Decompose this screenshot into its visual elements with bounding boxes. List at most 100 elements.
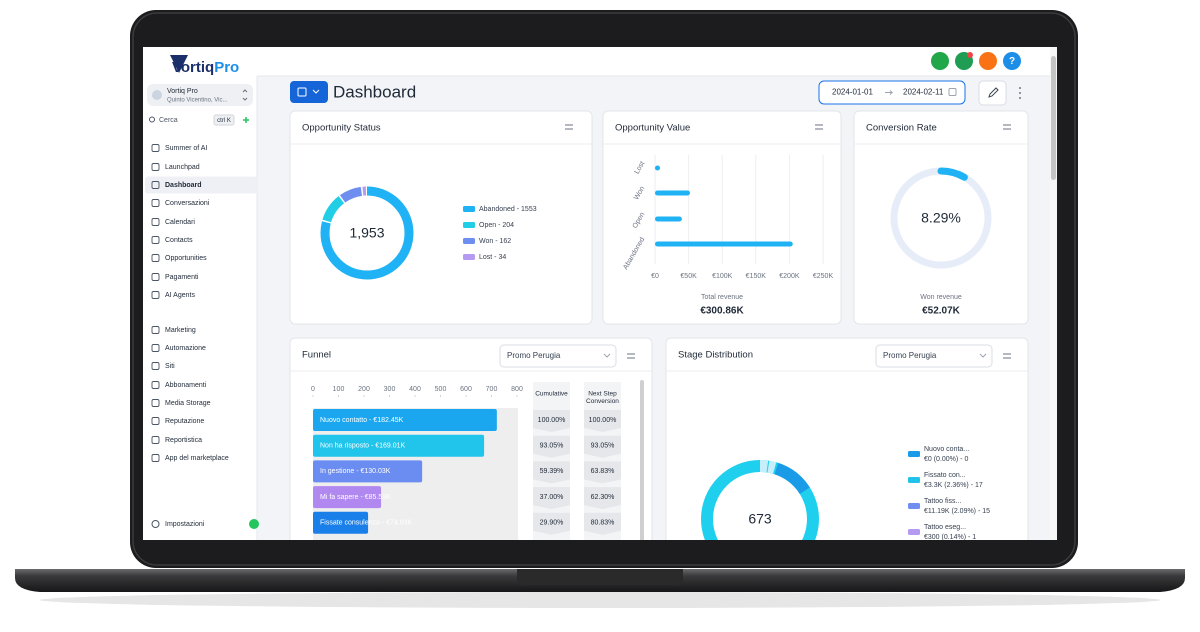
legend-swatch xyxy=(463,254,475,260)
cumulative-cell: 100.00% xyxy=(538,417,566,424)
x-tick-label: 100 xyxy=(333,386,345,393)
cell-bg xyxy=(533,435,570,458)
card-title: Opportunity Value xyxy=(615,123,690,134)
x-tick-label: €150K xyxy=(746,273,767,280)
nav-icon xyxy=(151,181,160,189)
funnel-bar-label: Nuovo contatto - €182.45K xyxy=(320,417,404,424)
more-dot xyxy=(1019,87,1021,89)
legend-label: Abandoned - 1553 xyxy=(479,206,537,213)
nav-item[interactable]: Marketing xyxy=(165,327,196,334)
legend-swatch xyxy=(463,206,475,212)
donut-segment xyxy=(320,186,414,280)
dropdown[interactable] xyxy=(875,344,993,368)
bell-button[interactable] xyxy=(979,52,997,70)
cell-bg xyxy=(533,461,570,484)
next-step-cell: 93.05% xyxy=(591,443,615,450)
cell-bg xyxy=(533,512,570,535)
account-location: Quinto Vicentino, Vic... xyxy=(167,98,228,104)
nav-item[interactable]: Reportistica xyxy=(165,437,202,444)
filter-icon[interactable] xyxy=(565,124,573,130)
footer-label: Total revenue xyxy=(701,294,743,301)
nav-item[interactable]: Dashboard xyxy=(165,182,202,189)
legend-label: Open - 204 xyxy=(479,222,514,229)
column-header: Next Step xyxy=(588,391,617,398)
chevron xyxy=(603,353,611,358)
nav-item[interactable]: Calendari xyxy=(165,219,195,226)
cell-bg xyxy=(584,512,621,535)
nav-item[interactable]: App del marketplace xyxy=(165,455,229,462)
sidebar xyxy=(143,47,257,540)
funnel-bar-label: In gestione - €130.03K xyxy=(320,468,391,475)
next-step-cell: 80.83% xyxy=(591,520,615,527)
shortcut-badge xyxy=(213,114,235,126)
quick-add[interactable] xyxy=(243,117,249,123)
filter-icon[interactable] xyxy=(1003,353,1011,359)
search-shortcut: ctrl K xyxy=(217,118,231,124)
card-title: Funnel xyxy=(302,350,331,361)
cumulative-cell: 37.00% xyxy=(540,494,564,501)
legend-detail: €0 (0.00%) - 0 xyxy=(924,456,968,463)
nav-icon xyxy=(151,199,160,207)
logo-mark xyxy=(170,55,188,73)
scrollbar-track xyxy=(1050,47,1057,540)
layout-chevron xyxy=(312,89,320,94)
nav-item[interactable]: Abbonamenti xyxy=(165,382,207,389)
cumulative-cell: 93.05% xyxy=(540,443,564,450)
nav-item[interactable]: Opportunities xyxy=(165,255,207,262)
cell-bg xyxy=(584,410,621,432)
filter-icon[interactable] xyxy=(815,124,823,130)
nav-item[interactable]: Pagamenti xyxy=(165,274,199,281)
filter-icon[interactable] xyxy=(1003,124,1011,130)
cell-bg xyxy=(584,487,621,510)
more-dot xyxy=(1019,92,1021,94)
help-button[interactable] xyxy=(1003,52,1021,70)
nav-icon xyxy=(151,163,160,171)
nav-item[interactable]: Reputazione xyxy=(165,418,204,425)
x-tick-label: 400 xyxy=(409,386,421,393)
phone-button[interactable] xyxy=(931,52,949,70)
ring-label: 8.29% xyxy=(921,210,961,226)
cell-bg xyxy=(533,410,570,432)
column-header: Cumulative xyxy=(535,391,568,398)
nav-icon xyxy=(151,381,160,389)
layout-icon xyxy=(297,87,307,97)
notification-dot xyxy=(967,52,973,58)
nav-item[interactable]: Launchpad xyxy=(165,164,200,171)
nav-item[interactable]: AI Agents xyxy=(165,292,195,299)
nav-icon xyxy=(151,454,160,462)
edit-button[interactable] xyxy=(978,80,1007,106)
dropdown[interactable] xyxy=(499,344,617,368)
funnel-bar-label: Non ha risposto - €169.01K xyxy=(320,443,406,450)
layout-button[interactable] xyxy=(290,81,328,103)
x-tick-label: €100K xyxy=(712,273,733,280)
nav-item[interactable]: Contacts xyxy=(165,237,193,244)
nav-item[interactable]: Summer of AI xyxy=(165,145,207,152)
search-icon xyxy=(149,116,155,123)
funnel-scrollbar[interactable] xyxy=(640,380,644,545)
legend-name: Fissato con... xyxy=(924,472,966,479)
legend-swatch xyxy=(908,451,920,457)
nav-icon xyxy=(151,436,160,444)
cumulative-cell: 59.39% xyxy=(540,468,564,475)
collapse-button[interactable] xyxy=(249,519,259,529)
donut-total: 673 xyxy=(748,511,772,527)
nav-active xyxy=(145,176,257,194)
next-step-cell: 62.30% xyxy=(591,494,615,501)
legend-detail: €300 (0.14%) - 1 xyxy=(924,534,976,541)
legend-name: Tattoo fiss... xyxy=(924,498,961,505)
cell-bg xyxy=(584,435,621,458)
filter-icon[interactable] xyxy=(627,353,635,359)
nav-icon xyxy=(151,144,160,152)
scrollbar-thumb[interactable] xyxy=(1051,56,1056,180)
column-header: Conversion xyxy=(586,398,619,405)
nav-item[interactable]: Conversazioni xyxy=(165,200,210,207)
nav-item[interactable]: Media Storage xyxy=(165,400,211,407)
nav-item[interactable]: Impostazioni xyxy=(165,521,205,528)
next-step-cell: 100.00% xyxy=(589,417,617,424)
nav-item[interactable]: Siti xyxy=(165,363,175,370)
card xyxy=(665,337,1029,540)
bezel-edge xyxy=(132,12,1076,566)
nav-item[interactable]: Automazione xyxy=(165,345,206,352)
account-switcher[interactable] xyxy=(147,84,253,106)
